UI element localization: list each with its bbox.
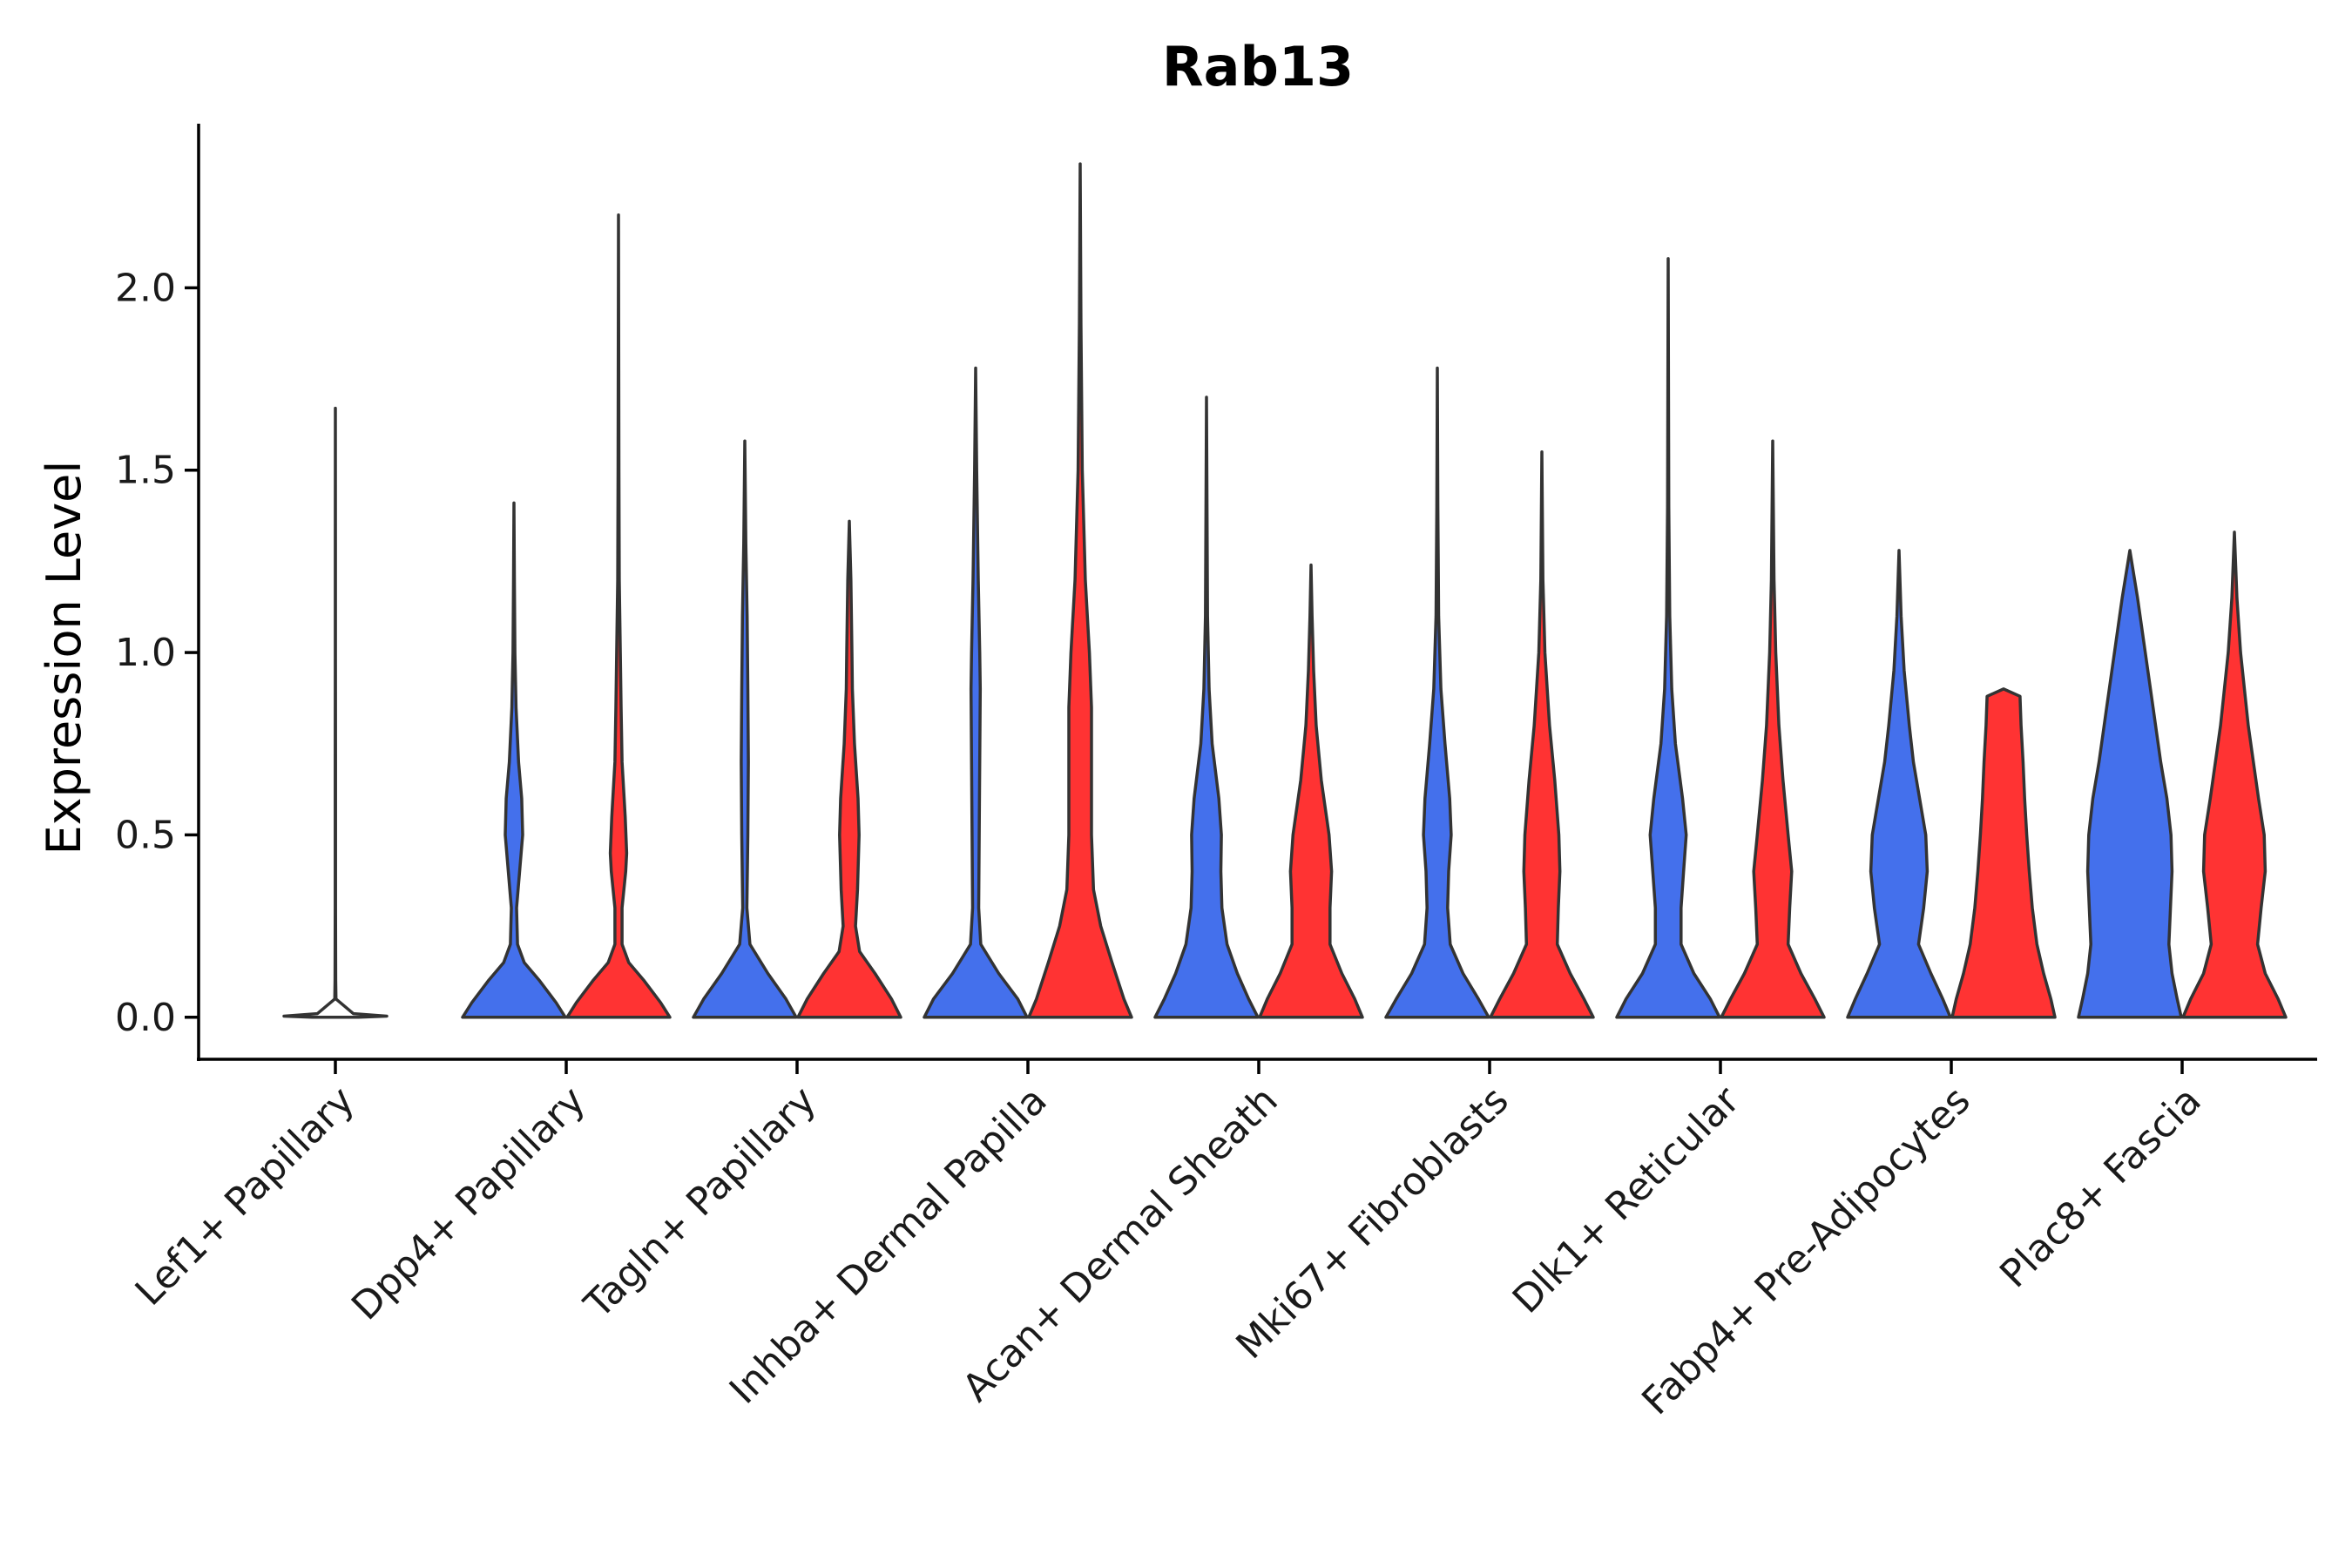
violin-8-0 <box>2077 549 2183 1019</box>
violin-2-1 <box>796 519 902 1019</box>
violin-0-0 <box>282 406 389 1019</box>
chart-title: Rab13 <box>1162 35 1354 98</box>
violin-7-0 <box>1846 549 1952 1019</box>
violin-4-1 <box>1258 563 1364 1019</box>
violin-3-1 <box>1027 162 1133 1019</box>
violin-4-0 <box>1153 395 1260 1019</box>
violin-1-0 <box>461 501 567 1019</box>
violin-5-0 <box>1384 366 1490 1019</box>
violin-1-1 <box>565 213 672 1019</box>
y-tick-label: 0.5 <box>115 813 176 857</box>
violin-6-1 <box>1720 439 1826 1019</box>
x-tick-label: Dlk1+ Reticular <box>1504 1078 1749 1322</box>
y-tick-label: 1.5 <box>115 449 176 493</box>
y-axis-label: Expression Level <box>37 461 91 855</box>
y-tick-label: 2.0 <box>115 266 176 310</box>
violin-6-0 <box>1615 257 1721 1019</box>
y-tick-label: 1.0 <box>115 631 176 675</box>
violins-layer <box>282 162 2288 1019</box>
x-tick-label: Plac8+ Fascia <box>1991 1078 2210 1297</box>
x-tick-label: Dpp4+ Papillary <box>343 1078 594 1329</box>
violin-7-1 <box>1950 687 2057 1019</box>
y-ticks: 0.0 0.5 1.0 1.5 2.0 <box>115 266 199 1040</box>
violin-2-0 <box>692 439 798 1019</box>
y-tick-label: 0.0 <box>115 996 176 1040</box>
x-tick-label: Lef1+ Papillary <box>127 1078 363 1315</box>
violin-5-1 <box>1489 450 1595 1019</box>
violin-3-0 <box>923 366 1029 1019</box>
x-tick-label: Tagln+ Papillary <box>576 1078 825 1328</box>
violin-8-1 <box>2181 531 2288 1019</box>
